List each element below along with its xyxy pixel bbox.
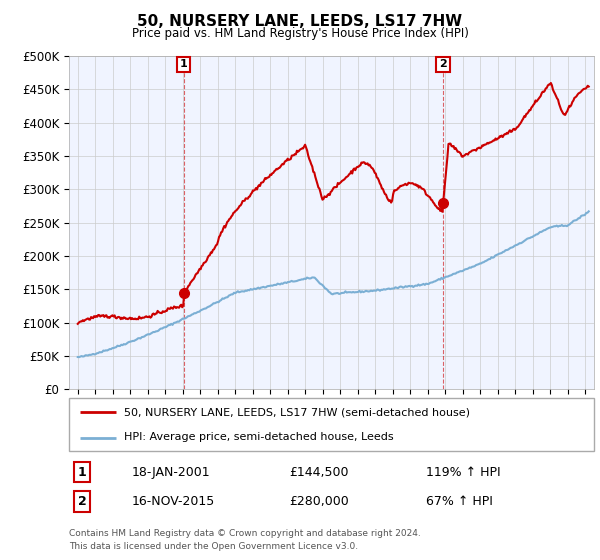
Text: HPI: Average price, semi-detached house, Leeds: HPI: Average price, semi-detached house,… — [124, 432, 394, 442]
Text: 2: 2 — [78, 495, 86, 508]
FancyBboxPatch shape — [69, 398, 594, 451]
Text: Contains HM Land Registry data © Crown copyright and database right 2024.: Contains HM Land Registry data © Crown c… — [69, 529, 421, 538]
Text: £280,000: £280,000 — [290, 495, 349, 508]
Text: 1: 1 — [78, 465, 86, 479]
Text: 2: 2 — [439, 59, 447, 69]
Text: 119% ↑ HPI: 119% ↑ HPI — [426, 465, 500, 479]
Text: 18-JAN-2001: 18-JAN-2001 — [132, 465, 211, 479]
Text: £144,500: £144,500 — [290, 465, 349, 479]
Text: Price paid vs. HM Land Registry's House Price Index (HPI): Price paid vs. HM Land Registry's House … — [131, 27, 469, 40]
Text: 16-NOV-2015: 16-NOV-2015 — [132, 495, 215, 508]
Text: 1: 1 — [180, 59, 187, 69]
Text: 50, NURSERY LANE, LEEDS, LS17 7HW (semi-detached house): 50, NURSERY LANE, LEEDS, LS17 7HW (semi-… — [124, 408, 470, 418]
Text: 50, NURSERY LANE, LEEDS, LS17 7HW: 50, NURSERY LANE, LEEDS, LS17 7HW — [137, 14, 463, 29]
Text: 67% ↑ HPI: 67% ↑ HPI — [426, 495, 493, 508]
Text: This data is licensed under the Open Government Licence v3.0.: This data is licensed under the Open Gov… — [69, 542, 358, 550]
